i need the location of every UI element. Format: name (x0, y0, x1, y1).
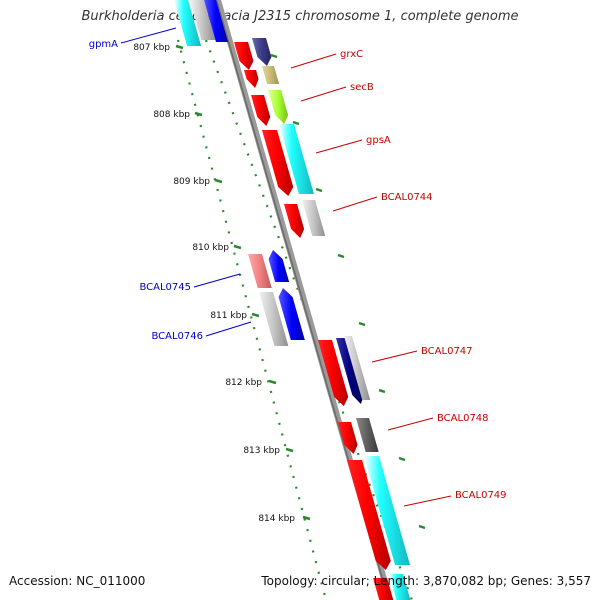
gene-block (278, 288, 305, 340)
gene-block (248, 254, 272, 288)
accession-text: Accession: NC_011000 (9, 574, 146, 588)
gene-block (338, 422, 358, 454)
leader-line-secb (300, 86, 347, 102)
gene-block (364, 456, 411, 565)
gene-label-gpsa: gpsA (366, 135, 391, 146)
leader-line-gpma (120, 27, 177, 44)
leader-line-bcal0748 (387, 417, 434, 431)
gene-label-bcal0745: BCAL0745 (139, 282, 191, 293)
tick-mark-outer-812 (378, 388, 386, 394)
gene-label-bcal0746: BCAL0746 (151, 331, 203, 342)
leader-line-bcal0749 (403, 495, 452, 507)
gene-block (336, 338, 365, 404)
tick-mark-807 (175, 44, 184, 50)
gene-block (190, 0, 216, 40)
gene-label-bcal0749: BCAL0749 (455, 490, 507, 501)
gene-block (347, 460, 391, 570)
gene-block (279, 124, 314, 194)
gene-block (302, 200, 326, 236)
leader-line-bcal0747 (371, 350, 418, 363)
leader-line-bcal0744 (332, 196, 378, 212)
tick-mark-outer-808 (292, 120, 300, 126)
tick-label-810: 810 kbp (192, 243, 229, 253)
gene-block (204, 0, 228, 42)
gene-block (268, 90, 289, 124)
gene-block (251, 95, 271, 126)
leader-line-bcal0746 (205, 321, 252, 337)
tick-mark-811 (251, 312, 260, 318)
tick-mark-809 (214, 178, 223, 184)
gene-label-bcal0747: BCAL0747 (421, 346, 473, 357)
gene-block (244, 70, 259, 88)
tick-label-807: 807 kbp (133, 43, 170, 53)
tick-mark-813 (285, 447, 294, 453)
tick-mark-outer-811 (358, 321, 366, 327)
gene-block (284, 204, 305, 238)
gene-block (318, 340, 349, 406)
gene-block (373, 578, 394, 600)
tick-mark-810 (233, 244, 242, 250)
tick-label-809: 809 kbp (173, 177, 210, 187)
gene-block (259, 292, 289, 346)
tick-label-808: 808 kbp (153, 110, 190, 120)
gene-block (262, 66, 280, 84)
leader-line-gpsa (315, 139, 363, 154)
tick-label-812: 812 kbp (225, 378, 262, 388)
gene-block (356, 418, 379, 452)
tick-label-814: 814 kbp (258, 514, 295, 524)
gene-block (262, 130, 294, 196)
tick-mark-outer-810 (337, 253, 345, 259)
tick-mark-outer-807 (270, 53, 278, 59)
tick-mark-812 (268, 379, 277, 385)
gene-block (174, 0, 202, 46)
genome-summary-text: Topology: circular; Length: 3,870,082 bp… (261, 574, 591, 588)
gene-label-grxc: grxC (340, 49, 363, 60)
gene-label-bcal0744: BCAL0744 (381, 192, 433, 203)
gene-block (344, 336, 371, 400)
gene-block (389, 574, 411, 600)
tick-mark-outer-809 (315, 187, 323, 193)
tick-mark-outer-813 (398, 456, 406, 462)
leader-line-bcal0745 (193, 273, 241, 288)
tick-mark-808 (194, 111, 203, 117)
gene-label-secb: secB (350, 82, 374, 93)
gene-block (234, 42, 254, 70)
tick-mark-outer-814 (418, 524, 426, 530)
gene-block (268, 250, 290, 282)
tick-label-811: 811 kbp (210, 311, 247, 321)
gene-block (252, 38, 272, 66)
tick-label-813: 813 kbp (243, 446, 280, 456)
tick-mark-814 (302, 515, 311, 521)
leader-line-grxc (290, 53, 337, 69)
gene-label-gpma: gpmA (89, 39, 118, 50)
gene-label-bcal0748: BCAL0748 (437, 413, 489, 424)
